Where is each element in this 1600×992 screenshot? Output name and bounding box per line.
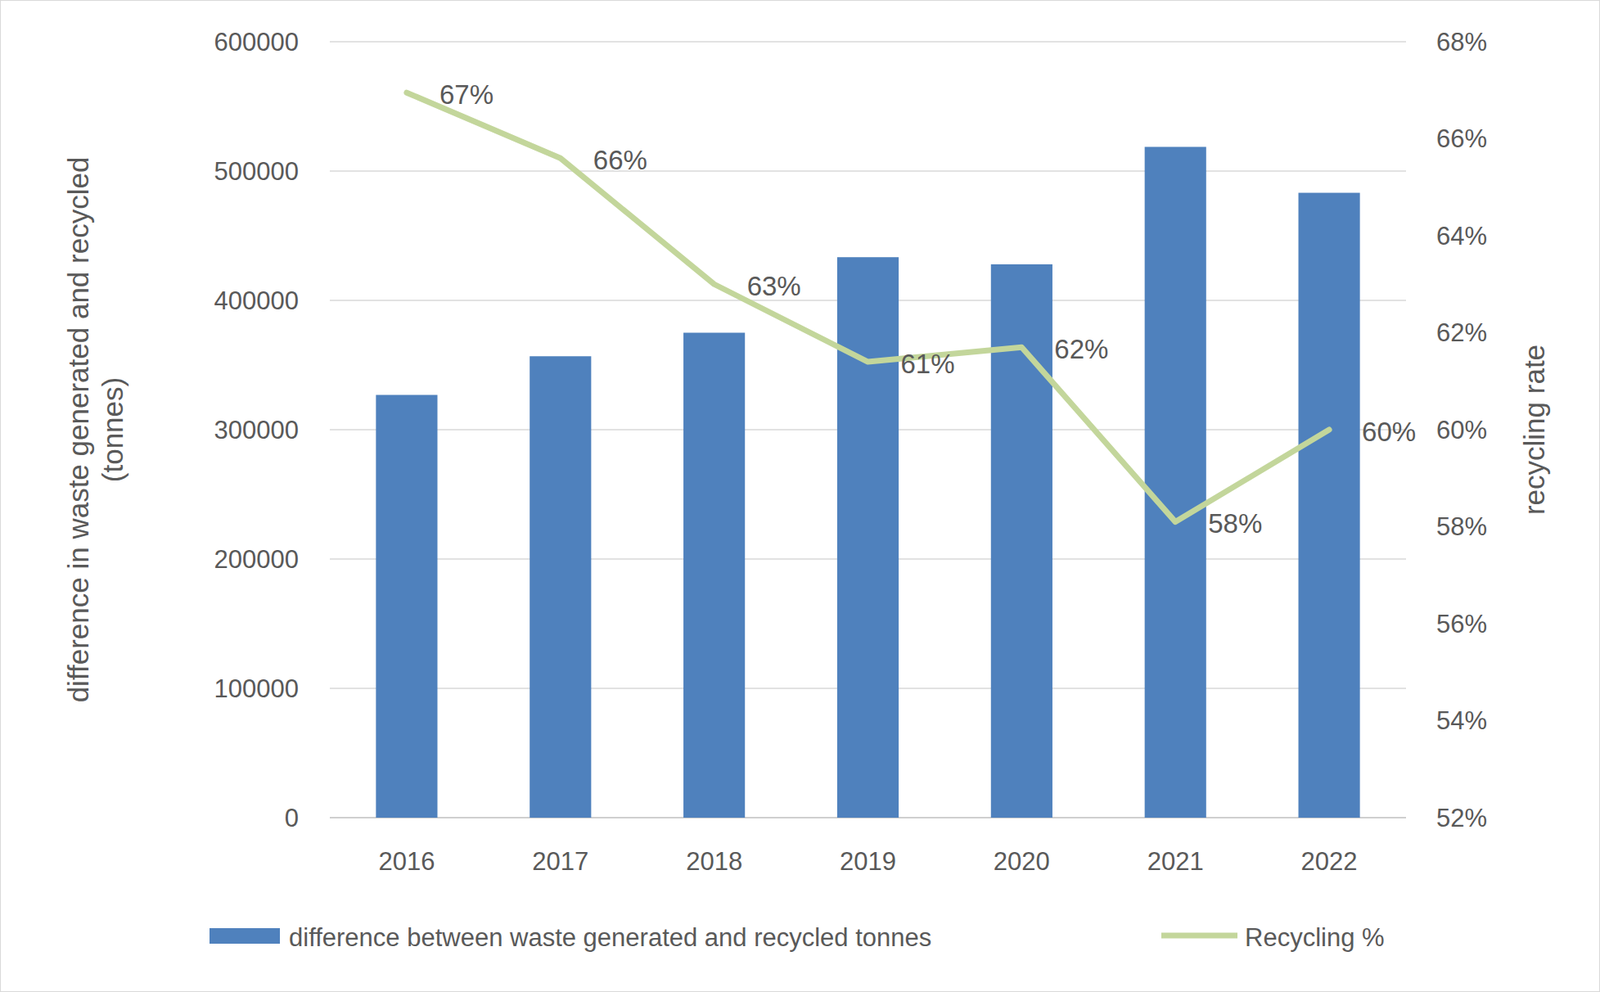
bar — [529, 356, 591, 818]
grid-line — [329, 40, 1407, 43]
y-tick-label: 600000 — [214, 27, 299, 57]
x-tick-label: 2018 — [685, 847, 743, 876]
y-tick-label: 100000 — [214, 674, 299, 704]
data-label: 66% — [593, 144, 648, 176]
bar — [1298, 193, 1361, 818]
line — [406, 92, 1330, 522]
legend: difference between waste generated and r… — [209, 923, 1385, 952]
y2-axis-title: recycling rate — [1518, 344, 1551, 515]
y2-tick-label: 58% — [1436, 512, 1488, 541]
grid-line — [329, 170, 1407, 172]
data-label: 67% — [439, 79, 494, 110]
bar — [683, 333, 745, 819]
data-label: 63% — [747, 270, 802, 302]
y2-tick-label: 64% — [1436, 221, 1488, 251]
data-label: 62% — [1054, 333, 1109, 365]
data-label: 60% — [1361, 416, 1416, 447]
y2-tick-label: 66% — [1436, 124, 1488, 154]
legend-swatch — [1161, 932, 1238, 939]
x-tick-label: 2020 — [993, 847, 1051, 876]
legend-swatch — [209, 928, 280, 944]
bar — [1144, 146, 1207, 818]
plot-area — [375, 92, 1360, 818]
y-axis-title: difference in waste generated and recycl… — [62, 157, 129, 704]
data-label: 58% — [1207, 508, 1262, 539]
bar — [837, 256, 899, 818]
y2-tick-label: 54% — [1436, 706, 1488, 735]
x-tick-label: 2017 — [531, 847, 589, 876]
chart-border — [0, 0, 1600, 992]
data-labels: 67% 66% 63% 61% 62% 58% 60% — [439, 79, 1416, 539]
chart: 0 100000 200000 300000 400000 500000 600000 52%… — [0, 0, 1600, 992]
y-axis-title-line: difference in waste generated and recycl… — [62, 157, 95, 704]
legend-label: Recycling % — [1244, 923, 1385, 952]
y2-tick-label: 68% — [1436, 27, 1488, 57]
y-tick-label: 300000 — [214, 415, 299, 445]
x-tick-label: 2021 — [1147, 847, 1204, 876]
x-tick-label: 2019 — [839, 847, 897, 876]
y-tick-label: 500000 — [214, 157, 299, 186]
x-tick-label: 2016 — [378, 847, 435, 876]
legend-label: difference between waste generated and r… — [288, 923, 932, 952]
y2-tick-label: 56% — [1436, 609, 1488, 639]
y2-tick-label: 60% — [1436, 415, 1488, 445]
y2-tick-label: 52% — [1436, 803, 1488, 833]
y-tick-label: 200000 — [214, 545, 299, 574]
x-tick-label: 2022 — [1301, 847, 1358, 876]
data-label: 61% — [901, 348, 956, 379]
y-tick-label: 400000 — [214, 286, 299, 316]
y-tick-label: 0 — [284, 803, 299, 833]
y-axis-title-line: (tonnes) — [96, 377, 129, 483]
bar — [375, 394, 438, 818]
y2-tick-label: 62% — [1436, 318, 1488, 348]
